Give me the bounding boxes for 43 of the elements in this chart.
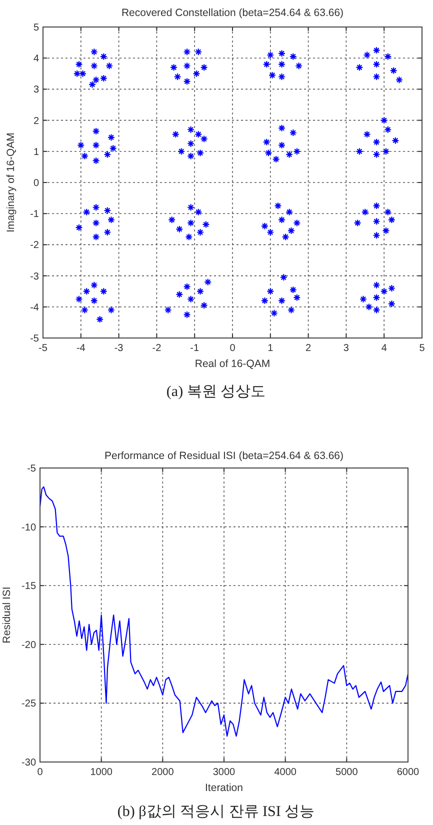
ylabel: Imaginary of 16-QAM <box>5 132 17 232</box>
y-tick: -1 <box>30 209 39 220</box>
x-tick: -2 <box>152 343 162 354</box>
x-tick: 3 <box>343 343 349 354</box>
x-tick: -5 <box>38 343 48 354</box>
x-tick: 5 <box>419 343 425 354</box>
y-tick: -5 <box>27 464 36 474</box>
x-tick: 4 <box>381 343 387 354</box>
y-tick: 3 <box>33 84 39 96</box>
y-tick: -10 <box>22 522 36 534</box>
x-tick: -4 <box>76 343 86 354</box>
caption: (a) 복원 성상도 <box>166 384 266 400</box>
xlabel: Iteration <box>205 782 243 794</box>
y-tick: 1 <box>33 146 39 158</box>
y-tick: -3 <box>30 271 39 282</box>
y-tick: 2 <box>33 116 39 127</box>
caption: (b) β값의 적응시 잔류 ISI 성능 <box>117 804 315 820</box>
title: Performance of Residual ISI (beta=254.64 & 63.66) <box>104 450 344 462</box>
x-tick: -3 <box>114 343 124 354</box>
x-tick: 1 <box>268 343 274 354</box>
xlabel: Real of 16-QAM <box>194 358 270 370</box>
y-tick: -25 <box>22 698 36 710</box>
y-tick: -20 <box>22 640 36 651</box>
x-tick: 0 <box>230 343 236 354</box>
x-tick: 1000 <box>90 767 112 778</box>
y-tick: 5 <box>33 22 39 34</box>
y-tick: -2 <box>30 240 39 252</box>
x-tick: 3000 <box>212 767 236 778</box>
y-tick: -5 <box>30 334 39 344</box>
x-tick: 2000 <box>152 767 174 778</box>
x-tick: 6000 <box>396 767 420 778</box>
x-tick: 0 <box>37 767 43 778</box>
y-tick: -4 <box>30 302 39 314</box>
x-tick: 4000 <box>274 767 296 778</box>
y-tick: 0 <box>33 178 39 189</box>
x-tick: 2 <box>306 343 312 354</box>
y-tick: -30 <box>22 758 36 768</box>
y-tick: -15 <box>22 581 36 592</box>
title: Recovered Constellation (beta=254.64 & 63.66) <box>121 7 344 19</box>
ylabel: Residual ISI <box>1 586 13 644</box>
y-tick: 4 <box>33 54 39 65</box>
x-tick: -1 <box>190 343 200 354</box>
x-tick: 5000 <box>336 767 358 778</box>
